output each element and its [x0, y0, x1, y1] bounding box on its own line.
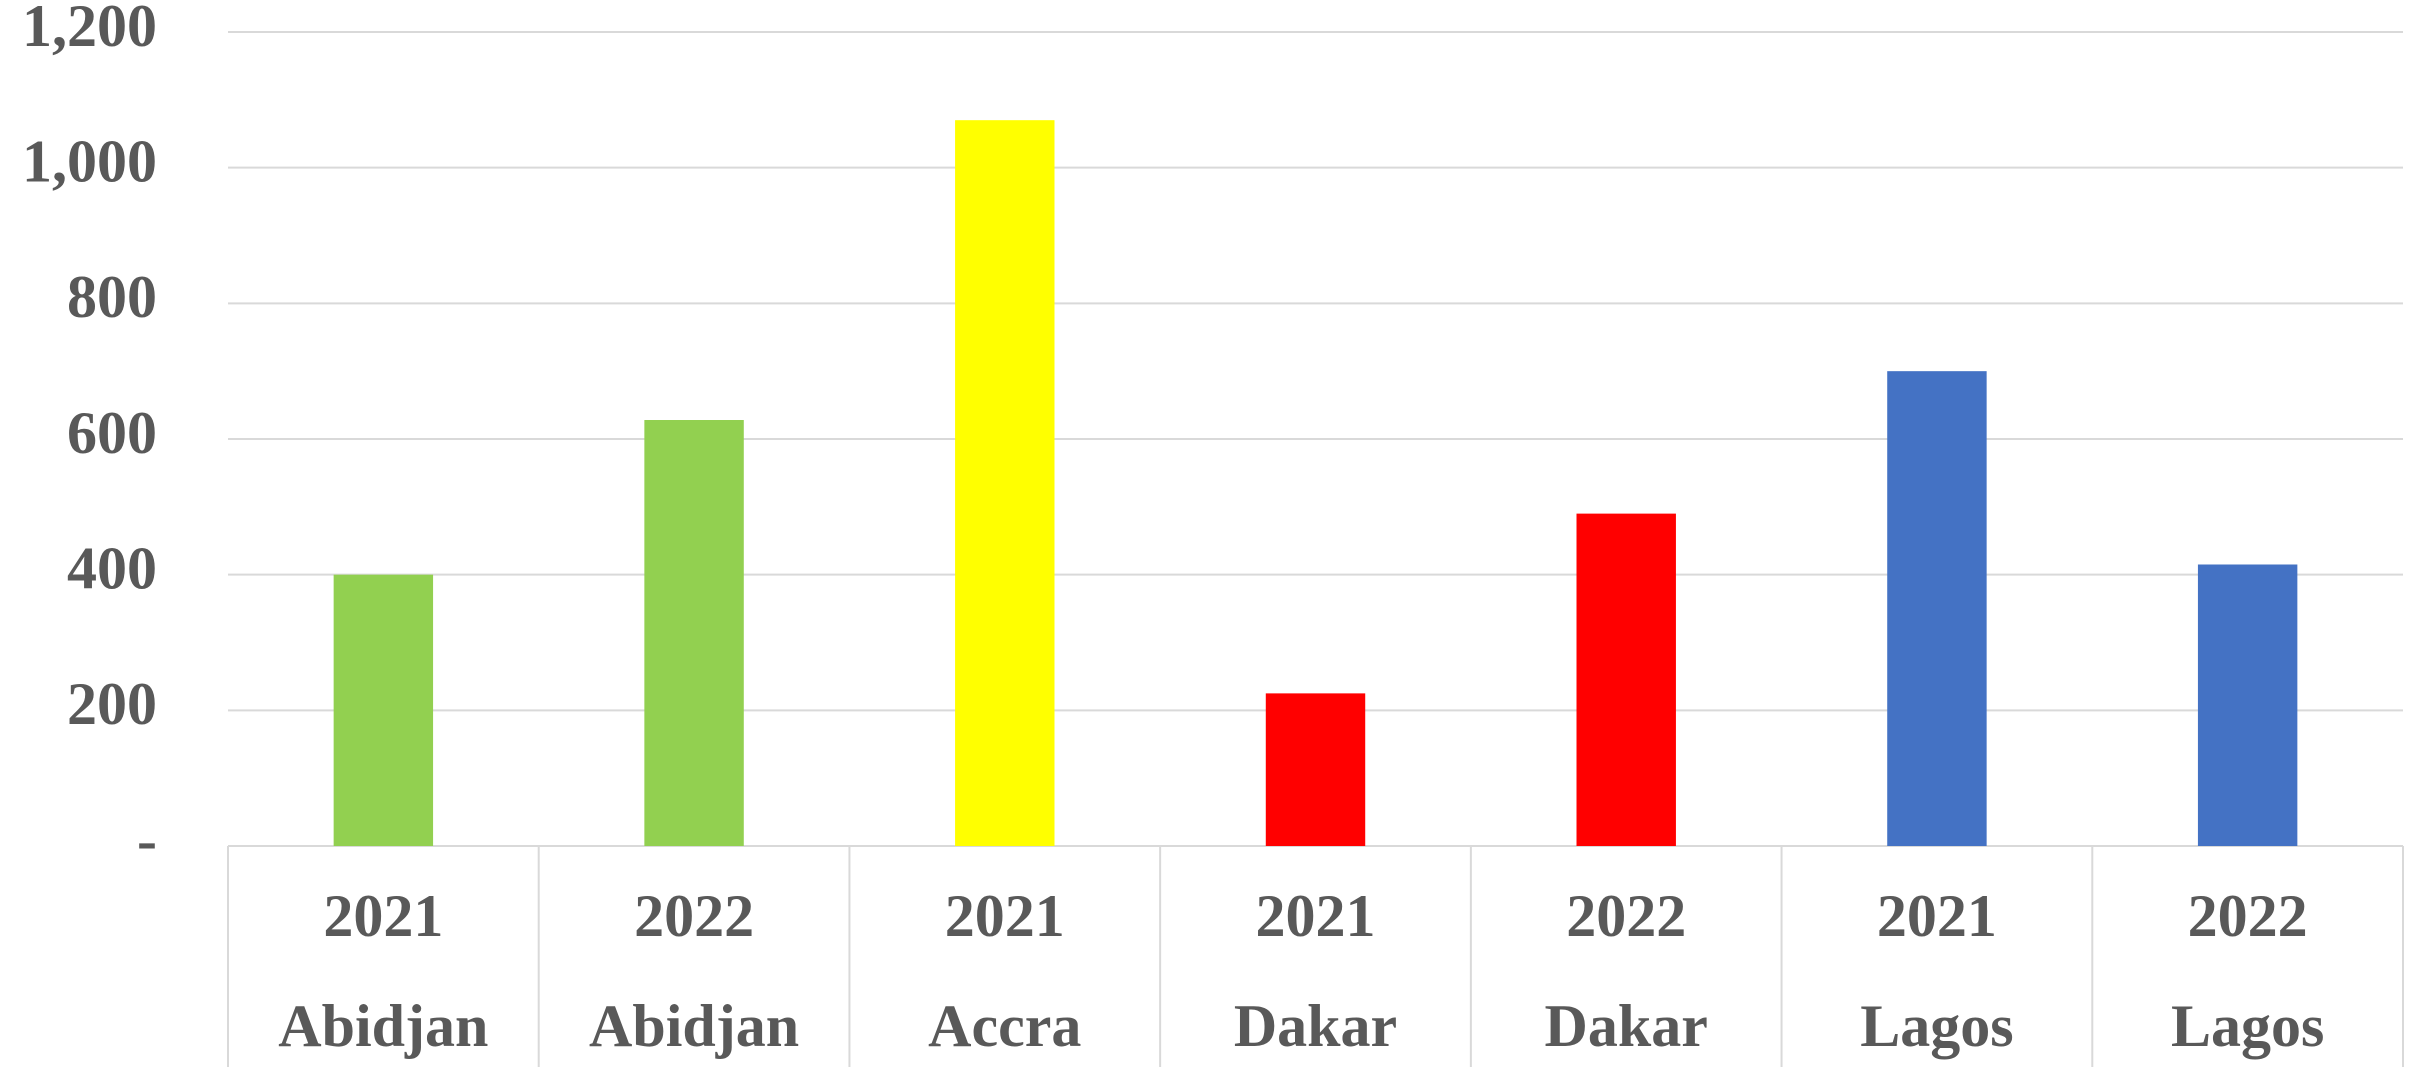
- y-tick-label: 1,200: [22, 0, 157, 59]
- x-tick-label: Abidjan: [589, 993, 799, 1059]
- bar: [955, 120, 1055, 846]
- x-tick-label: Accra: [928, 993, 1081, 1059]
- bar: [333, 574, 434, 846]
- x-tick-label: 2022: [1566, 883, 1686, 949]
- x-tick-label: Dakar: [1545, 993, 1708, 1059]
- x-tick-label: 2022: [634, 883, 754, 949]
- y-tick-label: 600: [67, 400, 157, 466]
- y-tick-label: -: [137, 807, 157, 873]
- x-tick-label: Abidjan: [278, 993, 488, 1059]
- bar: [1887, 371, 1987, 846]
- x-tick-label: 2021: [945, 883, 1065, 949]
- x-tick-label: Lagos: [2171, 993, 2324, 1059]
- y-tick-label: 200: [67, 671, 157, 737]
- x-tick-label: 2021: [323, 883, 443, 949]
- x-tick-label: 2021: [1256, 883, 1376, 949]
- bar: [1576, 513, 1676, 846]
- bar: [1265, 693, 1366, 846]
- x-tick-label: Dakar: [1234, 993, 1397, 1059]
- y-tick-label: 1,000: [22, 128, 157, 194]
- y-tick-label: 400: [67, 535, 157, 601]
- y-tick-label: 800: [67, 264, 157, 330]
- x-tick-label: 2021: [1877, 883, 1997, 949]
- bar: [2197, 564, 2298, 846]
- x-tick-label: 2022: [2188, 883, 2308, 949]
- bar: [644, 420, 744, 846]
- x-tick-label: Lagos: [1860, 993, 2013, 1059]
